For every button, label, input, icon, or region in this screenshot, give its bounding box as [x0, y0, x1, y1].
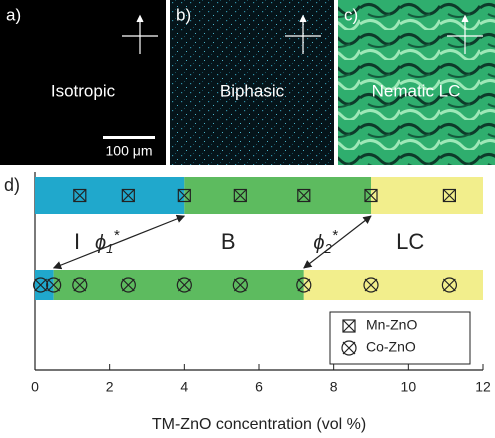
boundary-label: ϕ2* [313, 227, 338, 256]
panel-label: b) [176, 5, 191, 24]
x-tick-label: 6 [255, 379, 263, 395]
x-tick-label: 8 [330, 379, 338, 395]
legend-label: Co-ZnO [366, 339, 416, 355]
scale-bar [103, 136, 155, 139]
phase-label: B [221, 229, 236, 254]
phi-symbol: ϕ [313, 232, 324, 254]
panel-label: c) [344, 5, 358, 24]
x-tick-label: 12 [475, 379, 491, 395]
phase-segment [54, 270, 304, 300]
scale-label: 100 μm [106, 143, 153, 159]
phase-segment [35, 177, 184, 214]
panel-caption: Biphasic [220, 81, 285, 100]
phase-segment [184, 177, 371, 214]
x-axis-label: TM-ZnO concentration (vol %) [152, 416, 366, 433]
x-tick-label: 2 [106, 379, 114, 395]
x-tick-label: 4 [180, 379, 188, 395]
panel-caption: Nematic LC [372, 81, 461, 100]
phase-segment [35, 270, 54, 300]
panel-caption: Isotropic [51, 81, 116, 100]
legend-label: Mn-ZnO [366, 317, 417, 333]
phase-label: LC [396, 229, 424, 254]
phi-symbol: ϕ [95, 232, 106, 254]
x-tick-label: 10 [401, 379, 417, 395]
panel-label: d) [4, 175, 20, 195]
phase-label: I [74, 229, 80, 254]
figure: a) b) c) Isotropic Biphasic Nematic LC 1… [0, 0, 495, 438]
phase-segment [371, 177, 483, 214]
phi-subscript: 1 [106, 241, 113, 256]
boundary-label: ϕ1* [95, 227, 120, 256]
x-tick-label: 0 [31, 379, 39, 395]
panel-label: a) [6, 5, 21, 24]
